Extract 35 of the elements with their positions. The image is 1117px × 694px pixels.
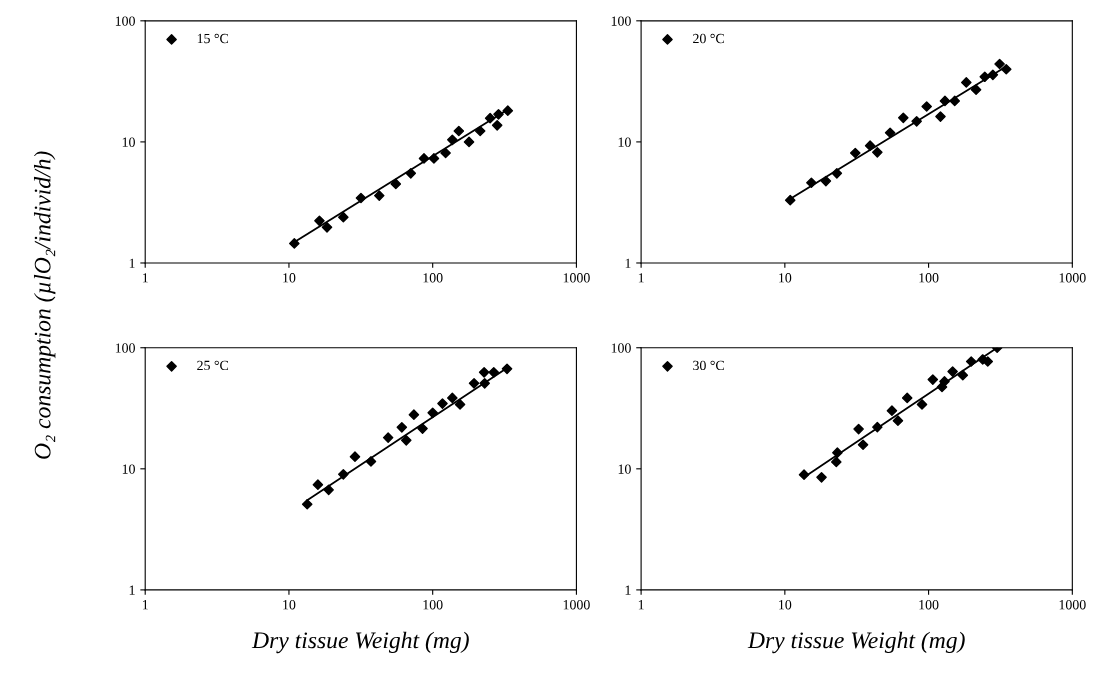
- x-tick-label: 100: [919, 273, 939, 283]
- y-tick-label: 100: [115, 16, 135, 26]
- y-tick-label: 1: [129, 585, 135, 595]
- x-tick-label: 1000: [1059, 273, 1086, 283]
- x-tick-label: 100: [919, 600, 939, 610]
- y-tick-label: 10: [618, 464, 631, 474]
- y-tick-label: 1: [129, 258, 135, 268]
- x-tick-label: 10: [283, 600, 296, 610]
- y-tick-label: 10: [618, 137, 631, 147]
- x-tick-label: 100: [423, 273, 443, 283]
- x-axis-title: Dry tissue Weight (mg): [251, 631, 469, 654]
- x-tick-label: 1: [638, 600, 644, 610]
- y-axis-title: O₂ consumption (µlO₂/individ/h): [33, 151, 56, 459]
- y-tick-label: 1: [625, 585, 631, 595]
- y-tick-label: 100: [611, 16, 631, 26]
- x-axis-title: Dry tissue Weight (mg): [747, 631, 965, 654]
- x-tick-label: 10: [779, 273, 792, 283]
- x-tick-label: 1: [142, 273, 148, 283]
- x-tick-label: 1000: [563, 273, 590, 283]
- x-tick-label: 1: [142, 600, 148, 610]
- x-tick-label: 100: [423, 600, 443, 610]
- y-tick-label: 1: [625, 258, 631, 268]
- x-tick-label: 10: [283, 273, 296, 283]
- x-tick-label: 1000: [1059, 600, 1086, 610]
- y-tick-label: 100: [611, 343, 631, 353]
- legend-label: 25 °C: [197, 360, 229, 371]
- y-tick-label: 100: [115, 343, 135, 353]
- y-tick-label: 10: [122, 464, 135, 474]
- legend-label: 20 °C: [693, 33, 724, 44]
- legend-label: 30 °C: [693, 360, 724, 371]
- legend-label: 15 °C: [197, 33, 229, 44]
- x-tick-label: 1000: [563, 600, 590, 610]
- y-tick-label: 10: [122, 137, 135, 147]
- x-tick-label: 10: [779, 600, 792, 610]
- x-tick-label: 1: [638, 273, 644, 283]
